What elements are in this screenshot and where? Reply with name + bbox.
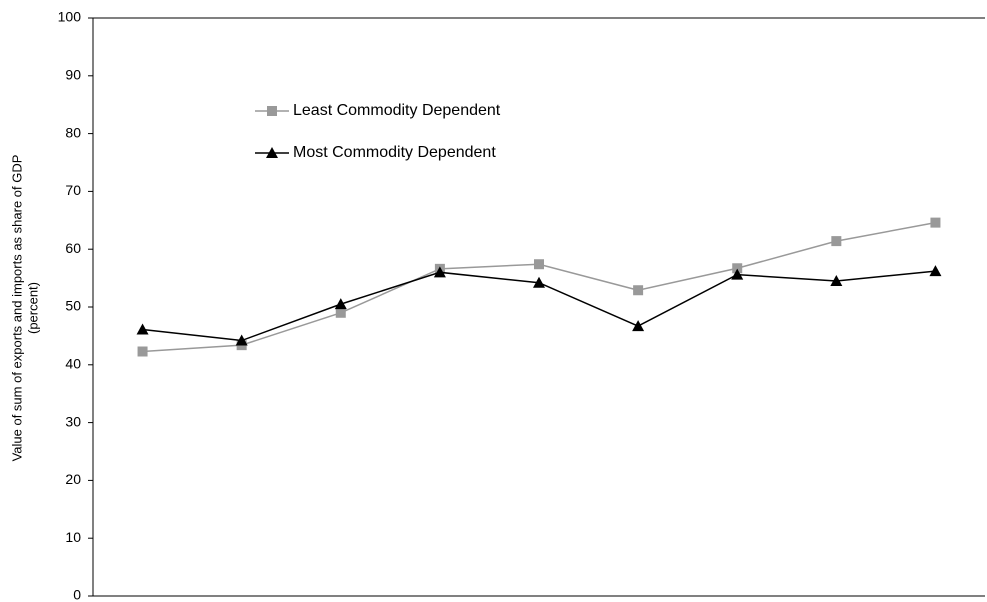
data-point bbox=[632, 320, 645, 332]
data-point bbox=[433, 266, 446, 278]
data-point bbox=[930, 217, 941, 228]
data-point bbox=[137, 346, 148, 357]
data-point bbox=[929, 265, 942, 277]
y-tick-label: 100 bbox=[58, 9, 82, 25]
y-tick-label: 80 bbox=[65, 124, 81, 140]
data-point bbox=[533, 276, 545, 288]
legend-marker bbox=[266, 147, 278, 158]
data-point bbox=[830, 274, 843, 286]
y-axis-label: Value of sum of exports and imports as s… bbox=[9, 155, 24, 462]
y-tick-label: 60 bbox=[65, 240, 81, 256]
y-tick-label: 30 bbox=[65, 413, 81, 429]
data-point bbox=[334, 298, 347, 310]
y-axis-label: (percent) bbox=[25, 282, 40, 334]
y-tick-label: 20 bbox=[65, 471, 81, 487]
data-point bbox=[633, 285, 644, 296]
y-tick-label: 50 bbox=[65, 298, 81, 314]
data-point bbox=[235, 334, 248, 346]
data-point bbox=[335, 307, 346, 318]
data-point bbox=[732, 263, 743, 274]
y-tick-label: 0 bbox=[73, 587, 81, 602]
legend-label: Least Commodity Dependent bbox=[293, 102, 501, 119]
data-point bbox=[136, 323, 149, 335]
y-tick-label: 10 bbox=[65, 529, 81, 545]
data-point bbox=[534, 259, 544, 270]
data-point bbox=[831, 236, 842, 247]
data-point bbox=[731, 268, 744, 280]
y-tick-label: 70 bbox=[65, 182, 81, 198]
legend-label: Most Commodity Dependent bbox=[293, 144, 496, 161]
legend-marker bbox=[267, 106, 277, 116]
y-tick-label: 90 bbox=[65, 67, 81, 83]
y-tick-label: 40 bbox=[65, 356, 81, 372]
